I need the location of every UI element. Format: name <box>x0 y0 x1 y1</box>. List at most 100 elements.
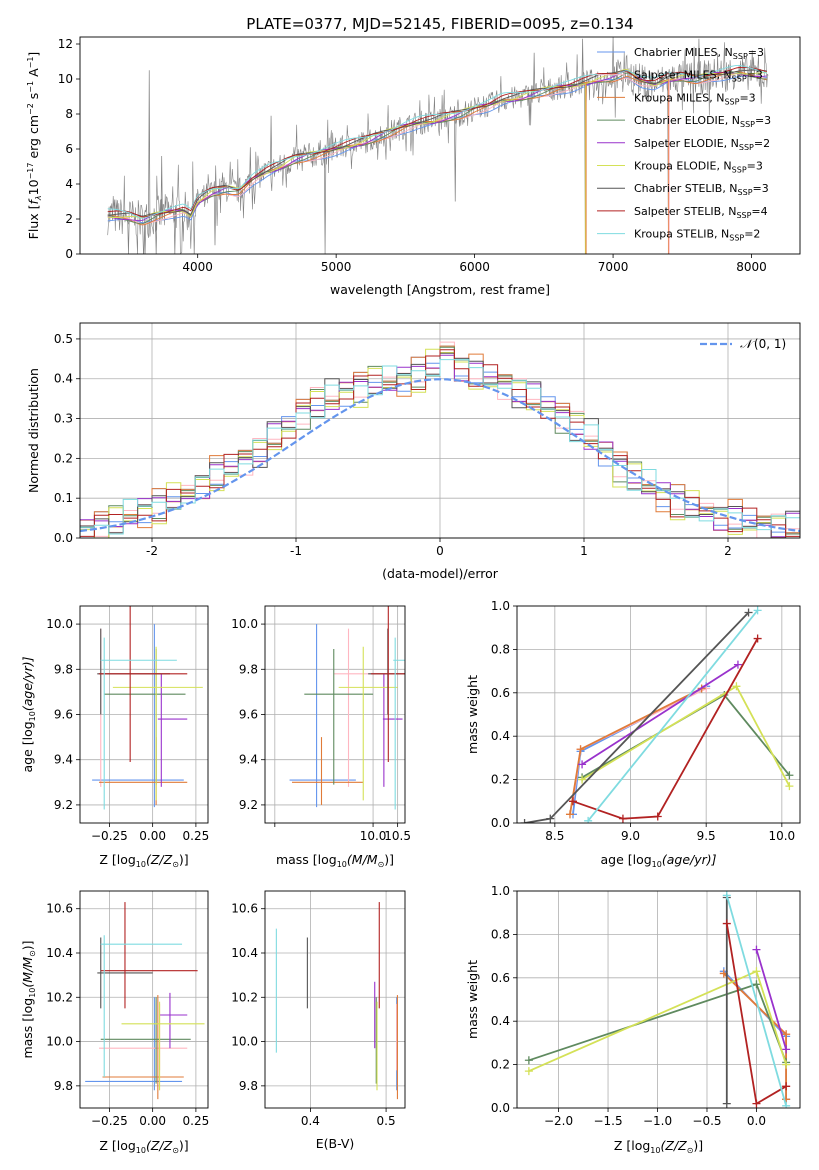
y-axis-label: age [log10(age/yr)] <box>20 656 37 772</box>
weight-line <box>725 895 787 1107</box>
y-tick-label: 10.4 <box>46 946 73 960</box>
x-axis-label: E(B-V) <box>316 1136 355 1151</box>
y-tick-label: 4 <box>65 177 73 191</box>
y-tick-label: 10.6 <box>46 902 73 916</box>
label-sub: 10 <box>28 711 37 721</box>
weight-marker <box>753 634 762 643</box>
observed-spectrum <box>107 42 769 254</box>
legend-n: , N <box>722 182 737 195</box>
hist-plot <box>80 341 800 538</box>
spectrum-plot <box>107 37 769 254</box>
y-tick-label: 10.0 <box>231 1035 258 1049</box>
legend-n: , N <box>716 69 731 82</box>
y-axis-label: Normed distribution <box>26 368 41 493</box>
gaussian-curve <box>80 378 800 533</box>
ylabel-exp: −17 <box>26 163 35 180</box>
y-tick-label: 10.4 <box>231 946 258 960</box>
legend-nssp: =4 <box>751 205 767 218</box>
legend-n: , N <box>709 91 724 104</box>
weight-marker <box>578 775 587 784</box>
hist-series <box>80 359 800 538</box>
legend-entry: Kroupa STELIB, NSSP=2 <box>634 228 760 243</box>
y-tick-label: 0.0 <box>54 531 73 545</box>
ylabel-pre: Flux [ <box>26 204 41 239</box>
legend-nssp: =2 <box>754 137 770 150</box>
weight-marker <box>785 771 794 780</box>
y-tick-label: 0.2 <box>491 1058 510 1072</box>
weight-marker <box>568 797 577 806</box>
legend-nssp: =3 <box>748 46 764 59</box>
legend-n: , N <box>716 160 731 173</box>
legend-name: Kroupa STELIB <box>634 228 714 241</box>
y-tick-label: 0.1 <box>54 491 73 505</box>
y-tick-label: 9.6 <box>239 708 258 722</box>
y-tick-label: 10.0 <box>46 1035 73 1049</box>
label-post: (M/M <box>347 852 378 867</box>
legend-entry: Salpeter STELIB, NSSP=4 <box>634 205 768 220</box>
ylabel-10: 10 <box>26 179 41 195</box>
label-sub: 10 <box>136 1146 146 1155</box>
legend-name: Salpeter ELODIE <box>634 137 724 150</box>
spectrum-spike <box>148 70 151 219</box>
x-tick-label: 7000 <box>598 260 629 274</box>
axes-frame <box>264 890 406 1109</box>
x-tick-label: −0.25 <box>91 1114 128 1128</box>
y-tick-label: 0.5 <box>54 332 73 346</box>
x-tick-label: 2 <box>724 544 732 558</box>
weight-marker <box>546 814 555 823</box>
weight-marker <box>618 814 627 823</box>
x-tick-label: 0 <box>436 544 444 558</box>
x-tick-label: 10.0 <box>360 829 387 843</box>
axes-residuals: -2 -1 0 1 2 0.0 0.1 0.2 0.3 0.4 0.5 𝒩 (0, 1) (data-m… <box>26 322 801 581</box>
legend-entry: Chabrier ELODIE, NSSP=3 <box>634 114 771 129</box>
spectrum-spike <box>270 115 273 171</box>
weight-marker <box>782 1030 791 1039</box>
x-tick-label: -1 <box>290 544 302 558</box>
label-sub: 10 <box>337 860 347 869</box>
x-tick-label: 1 <box>580 544 588 558</box>
weight-marker <box>752 980 761 989</box>
label-pre: Z [log <box>614 1138 650 1153</box>
legend-nssp: =2 <box>744 228 760 241</box>
x-tick-label: −0.5 <box>692 1114 721 1128</box>
y-axis-label: mass weight <box>465 675 480 754</box>
ylabel-exp: −1 <box>26 57 35 69</box>
y-tick-label: 9.8 <box>239 1079 258 1093</box>
label-post: (M/M <box>20 957 35 988</box>
label-close: )] <box>20 940 35 950</box>
y-tick-label: 0 <box>65 247 73 261</box>
y-tick-label: 1.0 <box>491 599 510 613</box>
ylabel-exp: −1 <box>26 81 35 93</box>
ylabel-post: ] <box>26 52 41 57</box>
x-tick-label: 8.5 <box>545 829 564 843</box>
y-tick-label: 9.2 <box>54 798 73 812</box>
label-pre: age [log <box>600 852 651 867</box>
y-tick-label: 0.0 <box>491 1101 510 1115</box>
x-tick-label: 10.0 <box>768 829 795 843</box>
label-sun: ⊙ <box>172 1146 179 1155</box>
weight-marker <box>752 945 761 954</box>
label-pre: mass [log <box>20 998 35 1059</box>
y-axis-label: Flux [fλ10−17 erg cm−2 s−1 A−1] <box>26 52 43 240</box>
x-tick-label: 4000 <box>182 260 213 274</box>
legend-sub: SSP <box>736 211 751 220</box>
spectrum-dip <box>143 219 147 254</box>
weight-marker <box>752 967 761 976</box>
legend-sub: SSP <box>724 97 739 106</box>
weight-marker <box>785 782 794 791</box>
x-axis-label: mass [log10(M/M⊙)] <box>276 852 394 869</box>
y-tick-label: 6 <box>65 142 73 156</box>
legend-name: Salpeter MILES <box>634 69 716 82</box>
legend-n: , N <box>725 114 740 127</box>
legend-entry: Salpeter ELODIE, NSSP=2 <box>634 137 770 152</box>
ylabel-sub: λ <box>34 195 43 201</box>
label-sun: ⊙ <box>172 860 179 869</box>
axes-frame <box>79 890 209 1109</box>
weight-marker <box>584 816 593 823</box>
legend-nssp: =3 <box>739 91 755 104</box>
weight-marker <box>752 1099 761 1108</box>
weight-marker <box>744 608 753 617</box>
weight-marker <box>782 1101 791 1108</box>
